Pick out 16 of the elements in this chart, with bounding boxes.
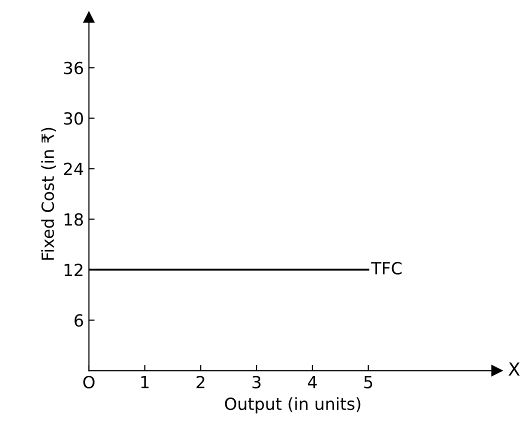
- annotation: X: [508, 362, 520, 376]
- y-tick-label: 6: [74, 314, 83, 327]
- x-axis-title: Output (in units): [224, 397, 360, 414]
- x-tick-label: O: [83, 376, 95, 388]
- y-tick-label: 18: [64, 213, 83, 226]
- y-tick-label: 24: [64, 162, 84, 176]
- x-tick-label: 2: [196, 376, 204, 388]
- series-label: TFC: [371, 262, 402, 275]
- y-tick-label: 36: [64, 62, 83, 74]
- x-tick-label: 3: [252, 376, 261, 388]
- y-tick-label: 12: [64, 264, 82, 276]
- x-tick-label: 4: [308, 376, 317, 388]
- y-tick-label: 30: [64, 112, 83, 125]
- x-tick-label: 1: [141, 376, 149, 388]
- x-tick-label: 5: [364, 376, 372, 388]
- y-axis-title: Fixed Cost (in ₹): [41, 128, 56, 260]
